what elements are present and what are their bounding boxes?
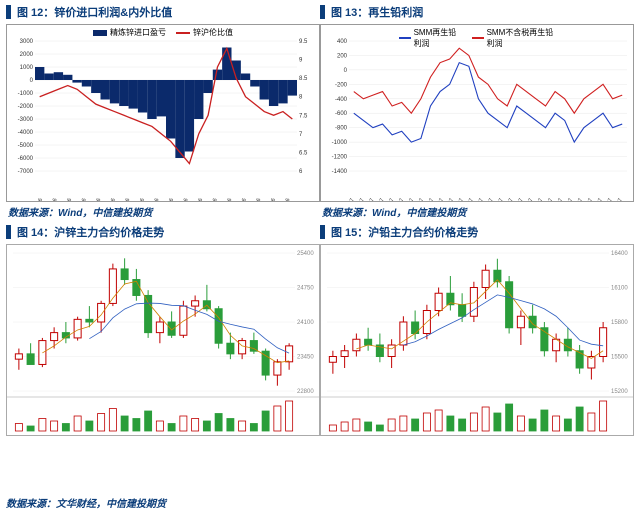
svg-text:-1200: -1200 <box>332 155 348 161</box>
title-bar-icon <box>320 5 325 19</box>
title-row: 图 14：沪锌主力合约价格走势 <box>6 224 320 240</box>
svg-text:9.5: 9.5 <box>299 39 308 45</box>
source-bottom: 数据来源：文华财经，中信建投期货 <box>6 495 166 510</box>
panel-bl: 图 14：沪锌主力合约价格走势 25400 24750 24100 23450 2280… <box>6 224 320 454</box>
svg-text:2020-02-06: 2020-02-06 <box>29 198 44 201</box>
svg-text:-6000: -6000 <box>18 156 34 162</box>
svg-text:-800: -800 <box>335 126 348 132</box>
svg-text:16400: 16400 <box>611 251 628 257</box>
svg-text:2021-10-06: 2021-10-06 <box>174 198 189 201</box>
title-row: 图 12：锌价进口利润&内外比值 <box>6 4 320 20</box>
svg-text:2022-12-06: 2022-12-06 <box>276 198 291 201</box>
chart-title: 图 14：沪锌主力合约价格走势 <box>17 224 164 240</box>
svg-text:2021-06-06: 2021-06-06 <box>145 198 160 201</box>
svg-text:15200: 15200 <box>611 389 628 395</box>
svg-text:-2000: -2000 <box>18 104 34 110</box>
svg-text:2020-12-06: 2020-12-06 <box>102 198 117 201</box>
svg-text:2000: 2000 <box>20 52 34 58</box>
svg-text:400: 400 <box>337 39 348 45</box>
svg-text:8: 8 <box>299 95 303 101</box>
chart-lead-candles: 16400 16100 15800 15500 15200 <box>320 244 634 436</box>
svg-text:24100: 24100 <box>297 320 314 326</box>
title-bar-icon <box>6 5 11 19</box>
svg-text:16100: 16100 <box>611 286 628 292</box>
chart-title: 图 12：锌价进口利润&内外比值 <box>17 4 172 20</box>
svg-text:9: 9 <box>299 58 303 64</box>
source-text: 数据来源：Wind，中信建投期货 <box>6 202 320 219</box>
source-text: 数据来源：Wind，中信建投期货 <box>320 202 634 219</box>
svg-text:2021-08-06: 2021-08-06 <box>160 198 175 201</box>
svg-text:-400: -400 <box>335 97 348 103</box>
svg-text:6.5: 6.5 <box>299 150 308 156</box>
title-bar-icon <box>6 225 11 239</box>
svg-text:-4000: -4000 <box>18 130 34 136</box>
svg-text:-1000: -1000 <box>332 140 348 146</box>
svg-text:7.5: 7.5 <box>299 113 308 119</box>
svg-text:0: 0 <box>30 78 34 84</box>
svg-text:2022-10-06: 2022-10-06 <box>262 198 277 201</box>
svg-text:-1000: -1000 <box>18 91 34 97</box>
svg-text:2022-06-06: 2022-06-06 <box>233 198 248 201</box>
panel-tl: 图 12：锌价进口利润&内外比值 精炼锌进口盈亏锌沪伦比值-7000-6000-… <box>6 4 320 224</box>
chart-title: 图 13：再生铅利润 <box>331 4 423 20</box>
svg-text:3000: 3000 <box>20 39 34 45</box>
svg-text:-7000: -7000 <box>18 169 34 175</box>
svg-text:2020-08-06: 2020-08-06 <box>73 198 88 201</box>
svg-text:22800: 22800 <box>297 389 314 395</box>
svg-text:8.5: 8.5 <box>299 76 308 82</box>
svg-text:2020-10-06: 2020-10-06 <box>87 198 102 201</box>
svg-text:6: 6 <box>299 169 303 175</box>
svg-text:2022-08-06: 2022-08-06 <box>247 198 262 201</box>
svg-text:-3000: -3000 <box>18 117 34 123</box>
panel-br: 图 15：沪铅主力合约价格走势 16400 16100 15800 15500 1520… <box>320 224 634 454</box>
svg-text:2022-04-06: 2022-04-06 <box>218 198 233 201</box>
svg-text:25400: 25400 <box>297 251 314 257</box>
svg-text:2020-09-17: 2020-09-17 <box>341 198 356 201</box>
chart-zinc-candles: 25400 24750 24100 23450 22800 <box>6 244 320 436</box>
svg-text:-1400: -1400 <box>332 169 348 175</box>
svg-text:7: 7 <box>299 132 303 138</box>
title-row: 图 13：再生铅利润 <box>320 4 634 20</box>
svg-text:2021-02-06: 2021-02-06 <box>116 198 131 201</box>
svg-text:2022-02-06: 2022-02-06 <box>204 198 219 201</box>
svg-text:-5000: -5000 <box>18 143 34 149</box>
title-row: 图 15：沪铅主力合约价格走势 <box>320 224 634 240</box>
svg-text:23450: 23450 <box>297 355 314 361</box>
chart-recycled-lead: SMM再生铅利润SMM不含税再生铅利润-1400-1200-1000-800-6… <box>320 24 634 202</box>
svg-text:15500: 15500 <box>611 355 628 361</box>
svg-text:1000: 1000 <box>20 65 34 71</box>
svg-text:24750: 24750 <box>297 286 314 292</box>
svg-text:15800: 15800 <box>611 320 628 326</box>
svg-text:2021-04-06: 2021-04-06 <box>131 198 146 201</box>
chart-zinc-import: 精炼锌进口盈亏锌沪伦比值-7000-6000-5000-4000-3000-20… <box>6 24 320 202</box>
svg-text:2020-04-06: 2020-04-06 <box>43 198 58 201</box>
svg-text:200: 200 <box>337 53 348 59</box>
svg-text:0: 0 <box>344 68 348 74</box>
svg-text:-600: -600 <box>335 111 348 117</box>
svg-text:2020-06-06: 2020-06-06 <box>58 198 73 201</box>
svg-text:2021-12-06: 2021-12-06 <box>189 198 204 201</box>
panel-tr: 图 13：再生铅利润 SMM再生铅利润SMM不含税再生铅利润-1400-1200… <box>320 4 634 224</box>
svg-text:-200: -200 <box>335 82 348 88</box>
chart-title: 图 15：沪铅主力合约价格走势 <box>331 224 478 240</box>
title-bar-icon <box>320 225 325 239</box>
